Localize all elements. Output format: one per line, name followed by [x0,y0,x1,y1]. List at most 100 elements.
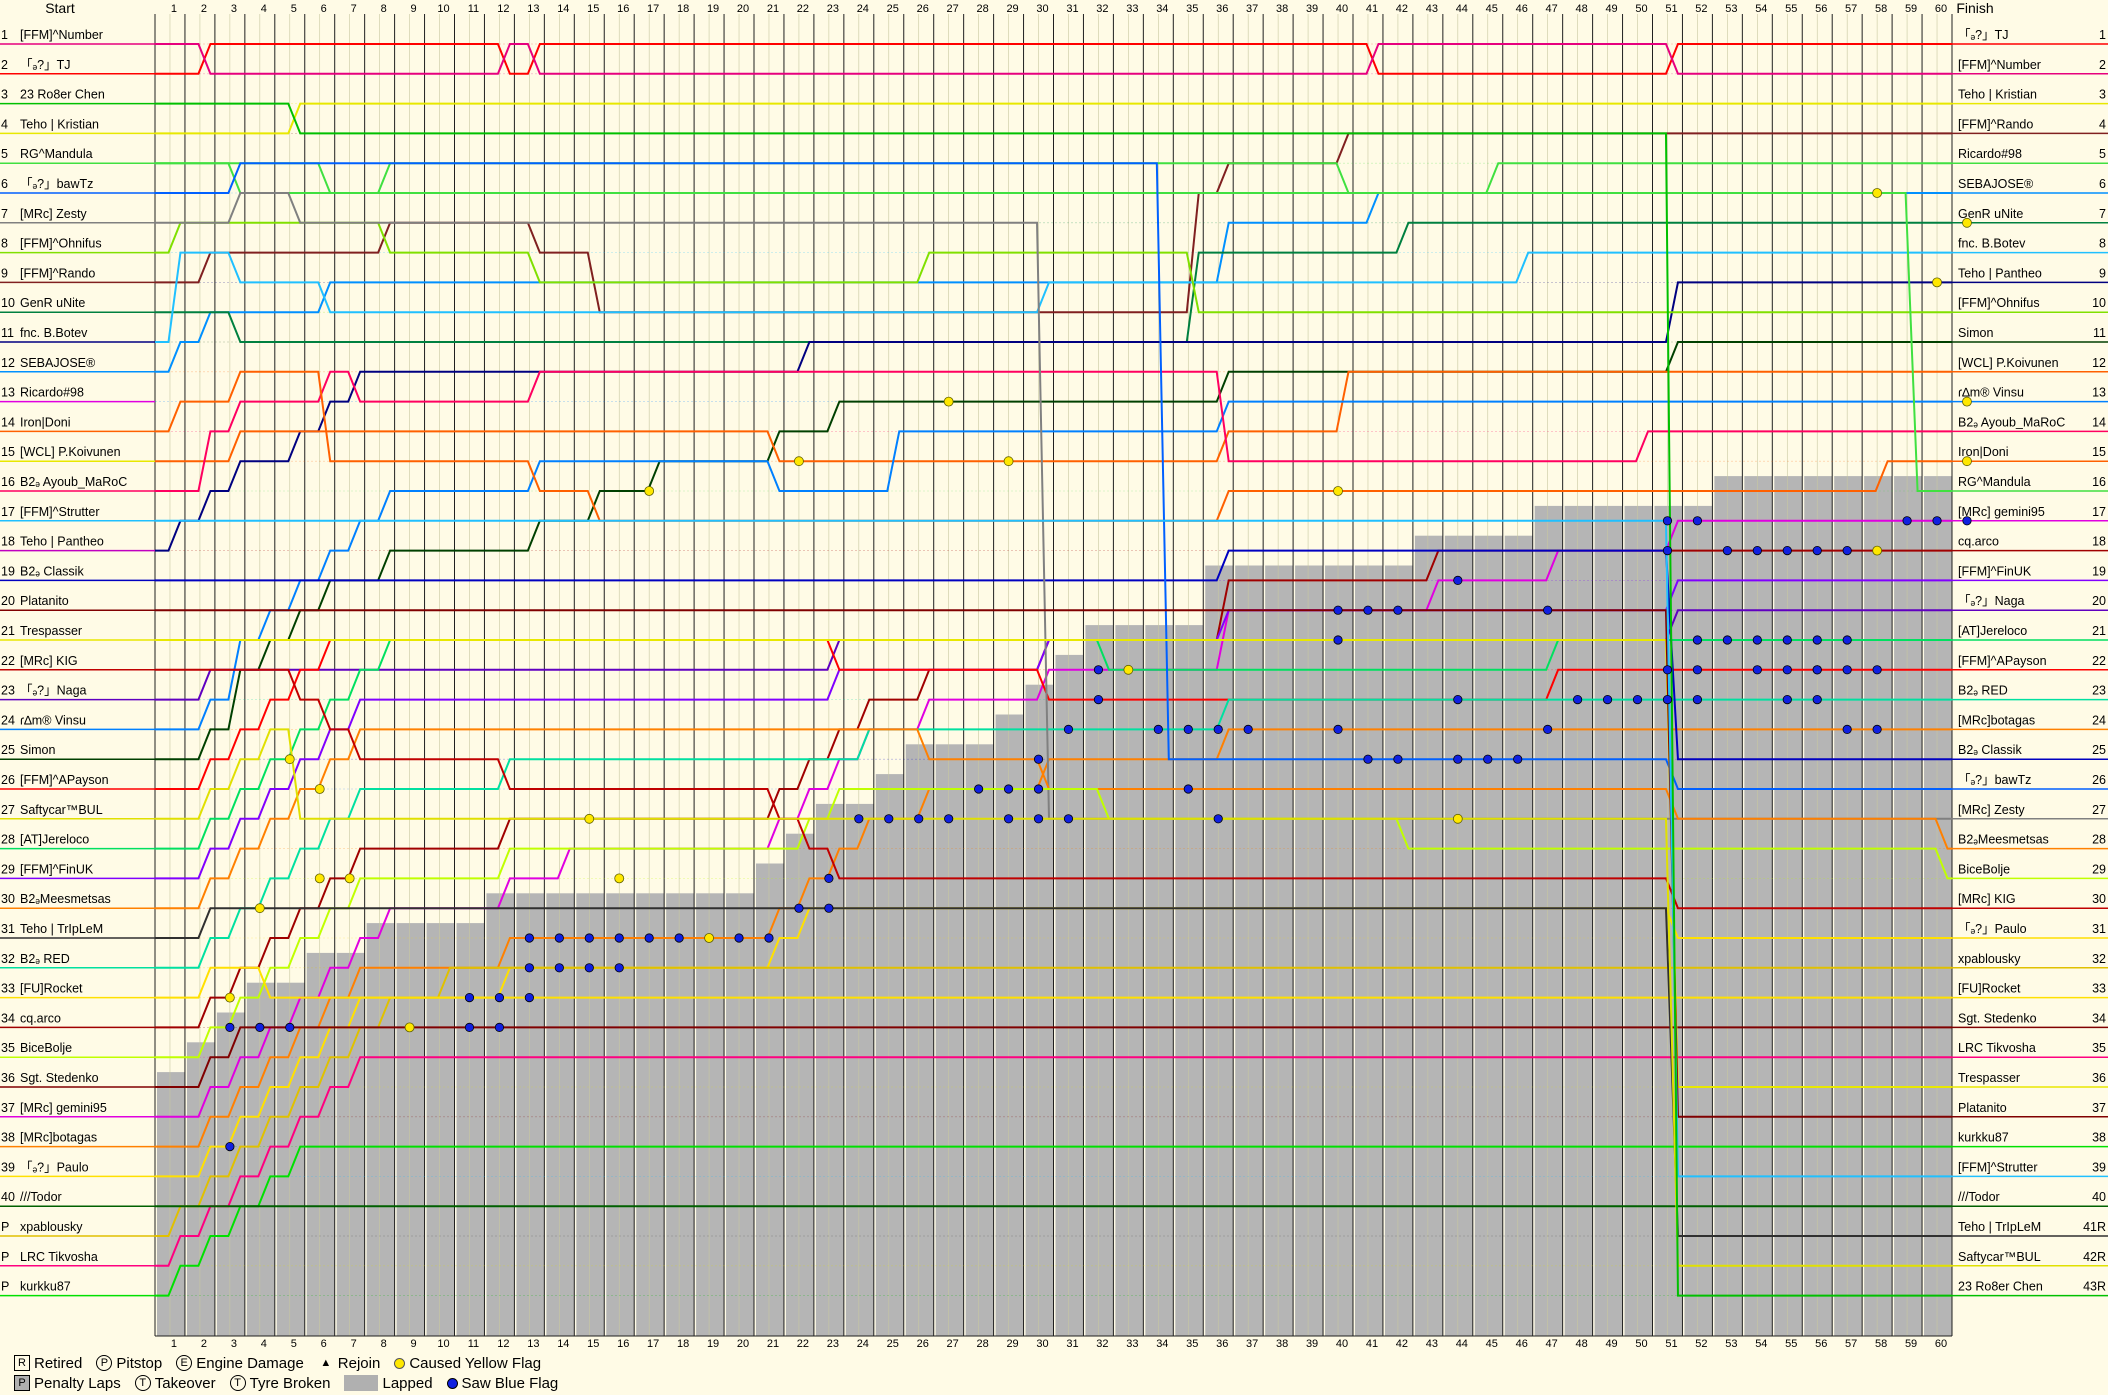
driver-line [155,549,1952,761]
top-lap-number: 2 [201,3,207,15]
bottom-lap-number: 8 [381,1338,387,1350]
yellow-flag-icon [394,1357,406,1369]
blue-flag-marker [1183,724,1193,735]
lapped-block [366,923,395,1336]
legend-label: Takeover [154,1374,216,1392]
lapped-block [785,833,814,1336]
finish-position-number: 10 [2092,296,2106,310]
chart-legend: R Retired P Pitstop E Engine Damage ▲ Rejoin… [14,1353,572,1393]
top-lap-number: 37 [1246,3,1258,15]
start-position-number: 21 [1,624,15,638]
blue-flag-marker [1513,754,1523,764]
finish-driver-label: [FU]Rocket [1958,982,2021,996]
blue-flag-marker [225,1022,235,1033]
blue-flag-marker [1003,784,1014,794]
start-position-number: 1 [1,28,8,42]
blue-flag-marker [674,933,684,943]
finish-position-number: 43R [2083,1280,2106,1294]
pitstop-icon: P [96,1355,113,1371]
blue-flag-marker [524,963,534,973]
finish-driver-label: 「ₔ?」TJ [1958,28,2008,42]
lapped-block [1235,565,1264,1336]
blue-flag-marker [494,1022,505,1033]
blue-flag-marker [1662,694,1673,705]
lapped-block [396,923,425,1336]
bottom-lap-number: 11 [468,1338,479,1350]
finish-position-number: 18 [2092,535,2106,549]
blue-flag-marker [614,933,624,943]
top-lap-number: 30 [1036,3,1048,15]
start-driver-label: [WCL] P.Koivunen [20,445,121,459]
finish-driver-label: B2ₔMeesmetsas [1958,833,2049,847]
lapped-block [1355,565,1383,1336]
top-lap-number: 49 [1605,3,1617,15]
blue-flag-marker [734,933,744,943]
lapped-block [1894,476,1923,1337]
top-lap-number: 43 [1426,3,1438,15]
bottom-lap-number: 38 [1276,1338,1288,1350]
blue-flag-marker [1153,724,1163,735]
start-position-number: 39 [1,1160,15,1174]
finish-position-number: 21 [2092,624,2106,638]
lapped-block [1504,535,1533,1336]
bottom-lap-number: 47 [1546,1338,1558,1350]
lapped-swatch-icon [344,1375,379,1391]
lapped-block [1444,535,1473,1336]
finish-driver-label: LRC Tikvosha [1958,1041,2036,1055]
bottom-lap-number: 14 [557,1338,569,1350]
top-lap-number: 60 [1935,3,1947,15]
legend-retired: R Retired [14,1355,82,1372]
start-position-number: 36 [1,1071,15,1085]
start-driver-label: BiceBolje [20,1041,72,1055]
blue-flag-marker [1453,754,1463,764]
legend-pitstop: P Pitstop [96,1355,162,1372]
top-lap-number: 40 [1336,3,1348,15]
top-lap-number: 17 [647,3,659,15]
yellow-flag-marker [314,784,325,794]
finish-position-number: 29 [2092,862,2106,876]
finish-position-number: 38 [2092,1131,2106,1145]
bottom-lap-number: 40 [1336,1338,1348,1350]
blue-flag-marker [1033,754,1044,764]
top-lap-number: 25 [887,3,899,15]
top-lap-number: 33 [1126,3,1138,15]
lapped-block [1594,505,1623,1336]
finish-position-number: 16 [2092,475,2106,489]
lapped-block [546,893,575,1336]
blue-flag-marker [1812,635,1822,645]
blue-flag-marker [824,903,834,913]
blue-flag-marker [1033,814,1044,824]
start-position-number: 28 [1,833,15,847]
lapped-block [1924,476,1952,1337]
finish-position-number: 17 [2092,505,2106,519]
start-driver-label: kurkku87 [20,1280,71,1294]
top-lap-number: 18 [677,3,689,15]
finish-position-number: 6 [2099,177,2106,191]
finish-position-number: 34 [2092,1011,2106,1025]
lapped-block [276,982,305,1336]
lapped-block [216,1012,245,1336]
blue-flag-marker [1573,694,1583,705]
finish-driver-label: 23 Ro8er Chen [1958,1280,2043,1294]
start-driver-label: 「ₔ?」Naga [20,684,87,698]
bottom-lap-number: 19 [707,1338,719,1350]
start-position-number: 16 [1,475,15,489]
start-driver-label: [FU]Rocket [20,982,83,996]
top-lap-number: 24 [857,3,869,15]
finish-position-number: 1 [2099,28,2106,42]
penalty-laps-icon: P [14,1375,30,1391]
driver-line [155,43,1952,75]
start-driver-label: [MRc] KIG [20,654,78,668]
top-lap-number: 3 [231,3,237,15]
finish-position-number: 4 [2099,117,2106,131]
start-position-number: 20 [1,594,15,608]
blue-flag-marker [1543,724,1553,735]
bottom-lap-number: 51 [1665,1338,1677,1350]
yellow-flag-marker [404,1022,415,1033]
bottom-lap-number: 30 [1036,1338,1048,1350]
driver-position-lines [155,43,1952,1297]
driver-line [155,1145,1952,1297]
finish-position-number: 40 [2092,1190,2106,1204]
start-driver-label: Saftycar™BUL [20,803,103,817]
start-driver-label: GenR uNite [20,296,85,310]
